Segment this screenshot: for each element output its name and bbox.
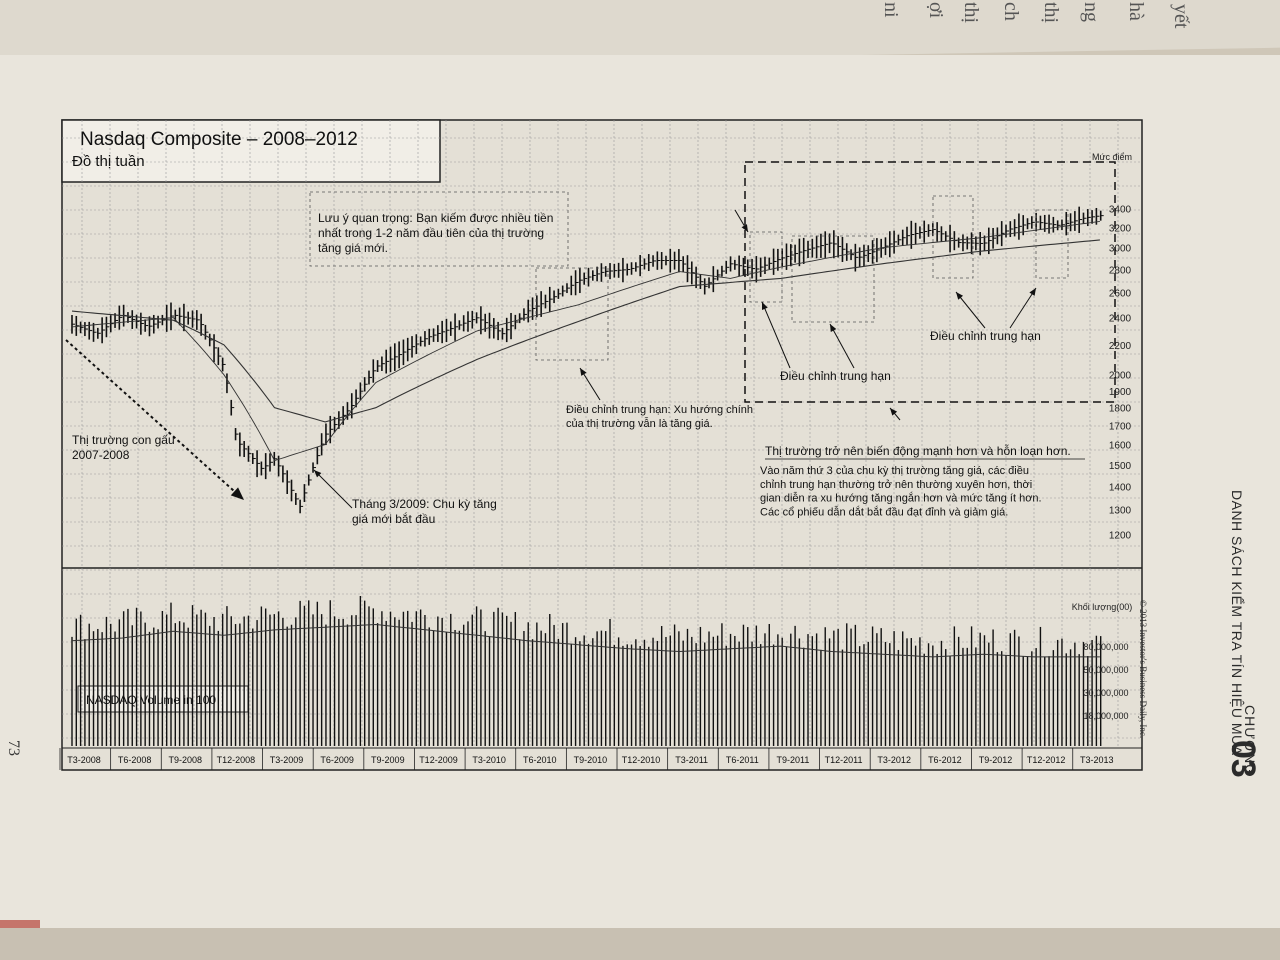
x-tick-label: T3-2009 <box>270 755 304 765</box>
march-2009-arrow <box>313 469 353 509</box>
copyright-text: © 2013 Investor's Business Daily, Inc. <box>1138 600 1148 739</box>
chart-subtitle: Đồ thị tuần <box>72 153 145 170</box>
y-tick-label: 2800 <box>1109 265 1132 276</box>
correction-5-arrow <box>1009 287 1037 329</box>
x-tick-label: T3-2008 <box>67 755 101 765</box>
x-tick-label: T3-2013 <box>1080 755 1114 765</box>
x-tick-label: T12-2008 <box>217 755 256 765</box>
title-box <box>61 119 441 183</box>
chart-title: Nasdaq Composite – 2008–2012 <box>80 129 358 150</box>
x-tick-label: T6-2008 <box>118 755 152 765</box>
page-stack-edge <box>0 928 1280 960</box>
annotation-correction-3: Điều chỉnh trung hạn <box>930 329 1041 343</box>
volume-average-line <box>71 623 1100 658</box>
y-tick-label: 2200 <box>1109 341 1132 352</box>
y-tick-label: 1800 <box>1109 404 1132 415</box>
y-tick-label: 2000 <box>1109 371 1132 382</box>
correction-box <box>1035 209 1069 279</box>
y-tick-label: 1600 <box>1109 441 1132 452</box>
x-tick-label: T9-2010 <box>574 755 608 765</box>
y-tick-label: 1200 <box>1109 531 1132 542</box>
page-number: 73 <box>5 740 22 756</box>
x-tick-label: T6-2009 <box>320 755 354 765</box>
correction-box <box>932 195 974 279</box>
correction-box <box>749 231 783 303</box>
y-tick-label: 1700 <box>1109 422 1132 433</box>
x-tick-label: T6-2011 <box>726 755 759 765</box>
volume-axis-label: Khối lượng(00) <box>1072 602 1132 612</box>
volume-tick-label: 80,000,000 <box>1083 642 1128 652</box>
annotation-correction-1: Điều chỉnh trung hạn: Xu hướng chính của … <box>566 404 753 430</box>
volume-title: NASDAQ Volume in 100 <box>86 693 216 707</box>
dashed-note-box <box>309 191 569 267</box>
x-tick-label: T3-2010 <box>472 755 506 765</box>
correction-box <box>535 267 609 361</box>
volume-tick-label: 50,000,000 <box>1083 665 1128 675</box>
y-tick-label: 3400 <box>1109 205 1132 216</box>
bear-market-arrow-head <box>230 487 244 500</box>
correction-4-arrow <box>955 291 986 329</box>
x-tick-label: T6-2012 <box>928 755 962 765</box>
annotation-important-note: Lưu ý quan trọng: Bạn kiếm được nhiều ti… <box>318 211 553 255</box>
correction-3-arrow-head <box>830 324 837 332</box>
y-tick-label: 1300 <box>1109 506 1132 517</box>
chapter-number: 03 <box>1224 740 1262 778</box>
y-tick-label: 2600 <box>1109 289 1132 300</box>
annotation-year3-text: Vào năm thứ 3 của chu kỳ thị trường tăng… <box>760 465 1042 518</box>
moving-average-ma40 <box>71 239 1100 423</box>
note-arrow-head <box>741 224 748 232</box>
x-tick-label: T12-2011 <box>825 755 863 765</box>
y-tick-label: 3000 <box>1109 244 1132 255</box>
annotation-volatility-heading: Thị trường trở nên biến động mạnh hơn và… <box>765 443 1071 458</box>
y-tick-label: 1500 <box>1109 461 1132 472</box>
x-tick-label: T3-2012 <box>877 755 911 765</box>
annotation-correction-2: Điều chỉnh trung hạn <box>780 369 891 383</box>
x-tick-label: T12-2009 <box>419 755 458 765</box>
y-axis-label: Mức điểm <box>1092 152 1132 162</box>
x-tick-label: T3-2011 <box>675 755 708 765</box>
y-tick-label: 2400 <box>1109 314 1132 325</box>
y-tick-label: 1900 <box>1109 387 1132 398</box>
y-tick-label: 1400 <box>1109 482 1132 493</box>
correction-3-arrow <box>829 323 855 369</box>
moving-average-ma10 <box>71 220 1100 462</box>
annotation-bear-market: Thị trường con gấu 2007-2008 <box>72 433 175 462</box>
x-tick-label: T12-2010 <box>622 755 661 765</box>
correction-2-arrow-head <box>762 302 768 310</box>
correction-1-arrow-head <box>580 368 587 376</box>
annotation-march-2009: Tháng 3/2009: Chu kỳ tăng giá mới bắt đầu <box>352 497 497 526</box>
correction-4-arrow-head <box>956 292 964 300</box>
volume-tick-label: 30,000,000 <box>1083 688 1128 698</box>
volume-tick-label: 18,000,000 <box>1083 711 1128 721</box>
x-tick-label: T12-2012 <box>1027 755 1066 765</box>
correction-5-arrow-head <box>1029 288 1036 296</box>
x-tick-label: T9-2011 <box>776 755 809 765</box>
x-tick-label: T9-2012 <box>979 755 1013 765</box>
volatility-arrow-head <box>890 408 898 416</box>
correction-2-arrow <box>761 301 791 369</box>
x-tick-label: T9-2008 <box>169 755 203 765</box>
bear-market-arrow <box>65 339 245 501</box>
y-tick-label: 3200 <box>1109 224 1132 235</box>
x-tick-label: T6-2010 <box>523 755 557 765</box>
x-tick-label: T9-2009 <box>371 755 405 765</box>
dashed-volatility-box <box>744 161 1116 403</box>
march-2009-arrow-head <box>314 470 322 478</box>
